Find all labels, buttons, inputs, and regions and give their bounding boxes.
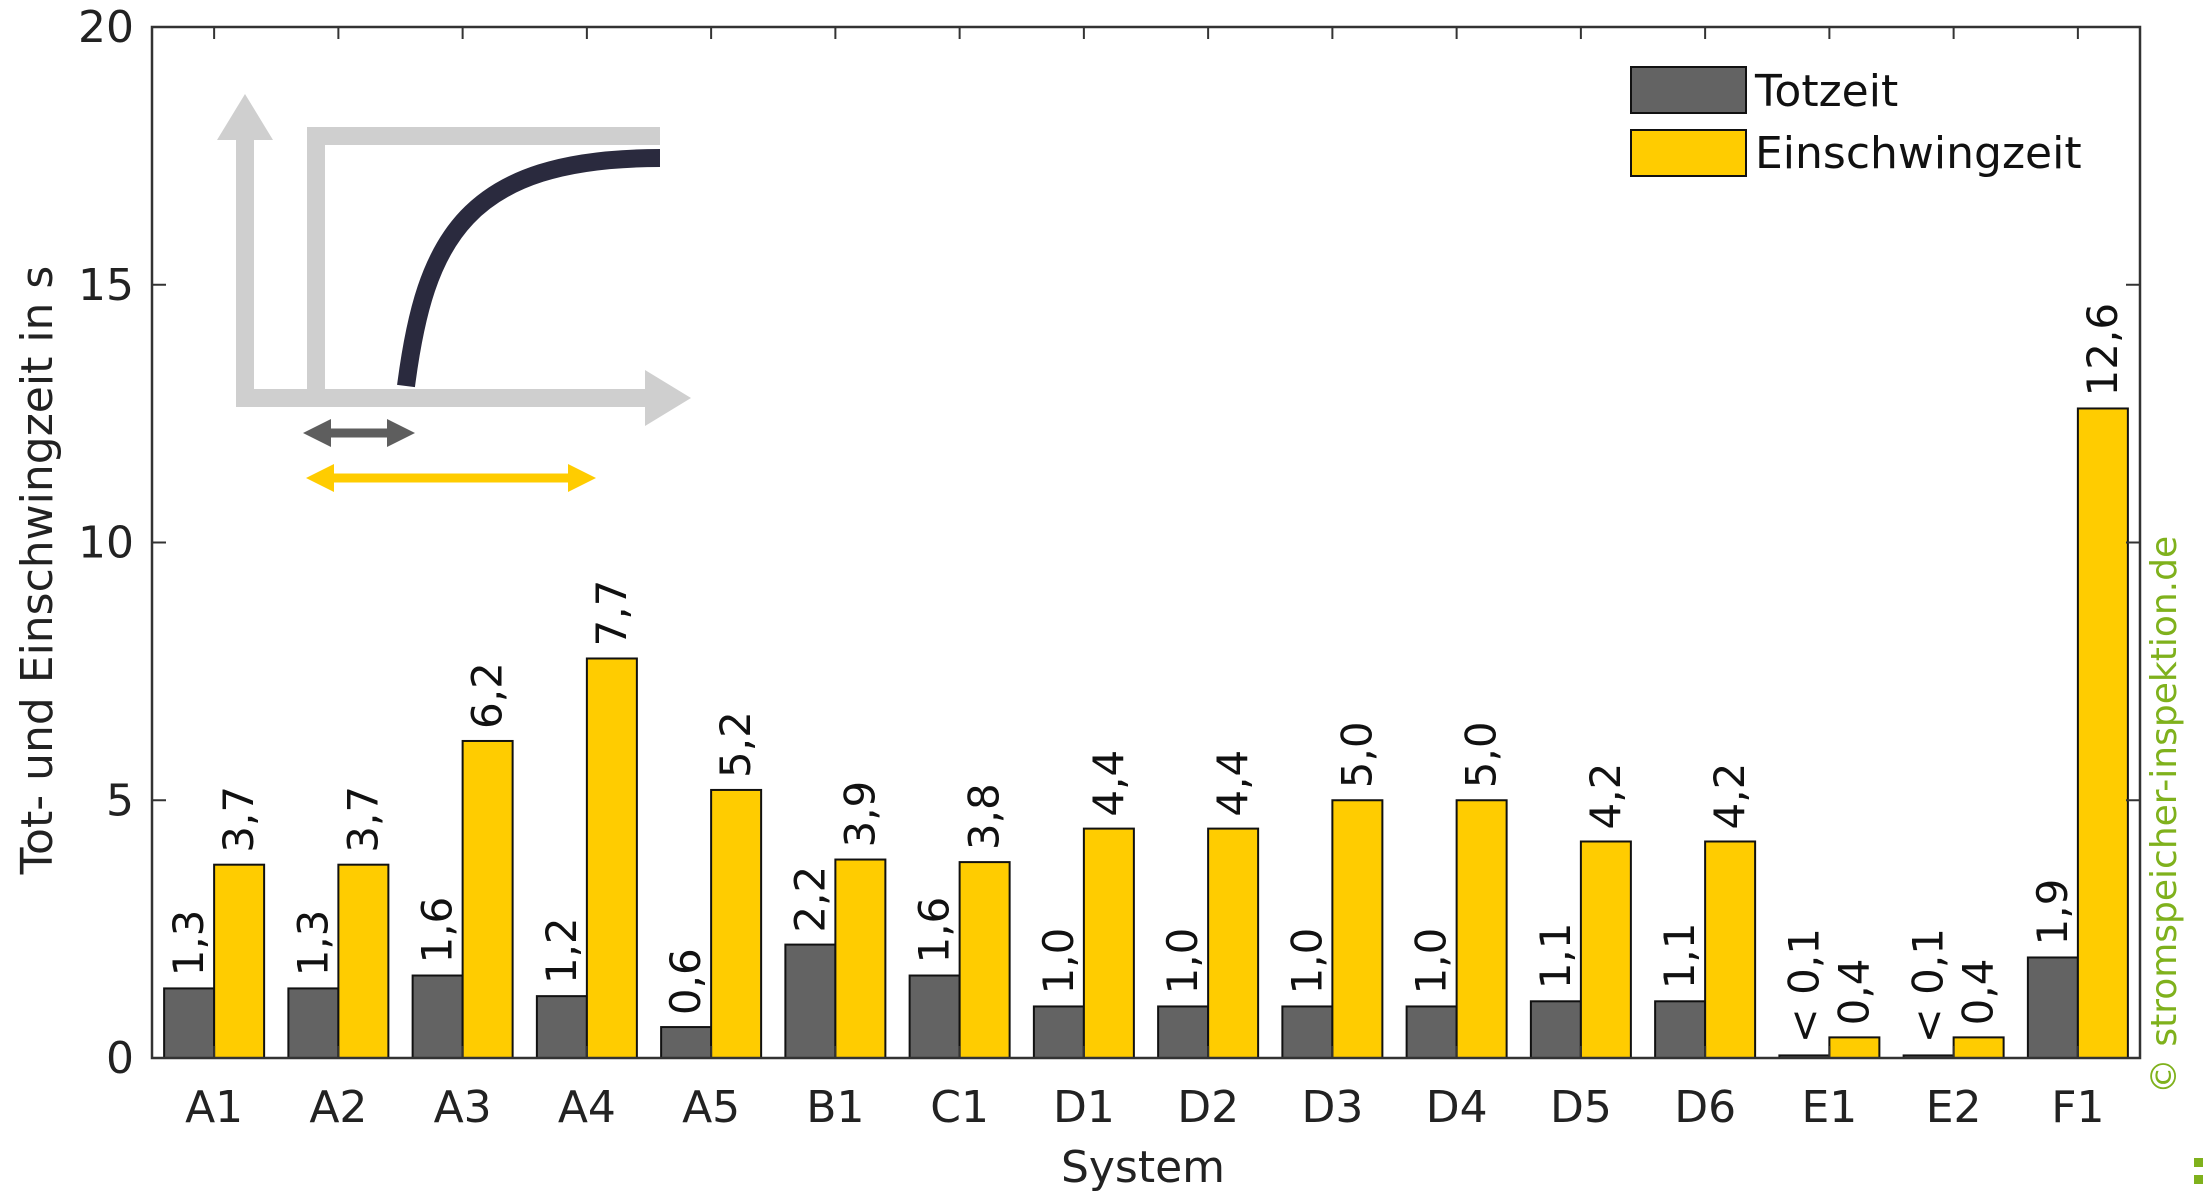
bar-totzeit-d2	[1157, 1005, 1210, 1060]
x-tick-label-d1: D1	[1053, 1082, 1115, 1133]
data-label-einschwingzeit-f1: 12,6	[2078, 303, 2127, 397]
data-label-einschwingzeit-d2: 4,4	[1208, 750, 1257, 817]
bar-totzeit-d4	[1405, 1005, 1458, 1060]
bar-totzeit-a4	[535, 995, 588, 1060]
bar-einschwingzeit-d4	[1455, 799, 1508, 1059]
bar-totzeit-a1	[163, 987, 216, 1059]
data-label-einschwingzeit-d3: 5,0	[1332, 721, 1381, 788]
corner-mark-2	[2194, 1175, 2203, 1184]
legend-swatch-totzeit	[1630, 66, 1747, 114]
data-label-einschwingzeit-a5: 5,2	[711, 711, 760, 778]
bar-einschwingzeit-a5	[710, 788, 763, 1059]
bar-totzeit-a2	[287, 987, 340, 1059]
bar-einschwingzeit-e1	[1828, 1036, 1881, 1060]
data-label-totzeit-d1: 1,0	[1034, 928, 1083, 995]
bar-totzeit-d1	[1032, 1005, 1085, 1060]
legend: Totzeit Einschwingzeit	[1630, 66, 2082, 179]
bar-einschwingzeit-f1	[2076, 407, 2129, 1060]
bar-totzeit-a5	[660, 1026, 713, 1059]
data-label-einschwingzeit-c1: 3,8	[960, 783, 1009, 850]
data-label-totzeit-d4: 1,0	[1407, 928, 1456, 995]
bar-einschwingzeit-b1	[834, 858, 887, 1059]
bar-einschwingzeit-a2	[337, 863, 390, 1059]
x-tick-label-f1: F1	[2051, 1082, 2104, 1133]
data-label-einschwingzeit-d1: 4,4	[1084, 750, 1133, 817]
bar-einschwingzeit-a3	[461, 739, 514, 1060]
bar-einschwingzeit-a1	[213, 863, 266, 1059]
bar-einschwingzeit-d5	[1579, 840, 1632, 1059]
x-tick-label-a3: A3	[434, 1082, 492, 1133]
data-label-totzeit-a5: 0,6	[661, 948, 710, 1015]
x-tick-label-a4: A4	[558, 1082, 616, 1133]
data-label-totzeit-c1: 1,6	[910, 897, 959, 964]
y-tick-label-5: 5	[106, 775, 134, 826]
watermark-text: © stromspeicher-inspektion.de	[2144, 536, 2185, 1094]
data-label-totzeit-d3: 1,0	[1282, 928, 1331, 995]
x-tick-label-c1: C1	[930, 1082, 989, 1133]
bar-einschwingzeit-d1	[1082, 827, 1135, 1059]
x-tick-label-a1: A1	[185, 1082, 243, 1133]
bar-totzeit-c1	[908, 974, 961, 1060]
bars-layer	[163, 407, 2129, 1060]
data-label-einschwingzeit-b1: 3,9	[835, 781, 884, 848]
legend-label-totzeit: Totzeit	[1754, 66, 1898, 117]
y-axis-title: Tot- und Einschwingzeit in s	[12, 266, 63, 876]
data-label-einschwingzeit-d5: 4,2	[1581, 763, 1630, 830]
data-label-einschwingzeit-e1: 0,4	[1829, 959, 1878, 1026]
bar-einschwingzeit-c1	[958, 861, 1011, 1059]
bar-einschwingzeit-e2	[1952, 1036, 2005, 1060]
bar-totzeit-d5	[1529, 1000, 1582, 1059]
data-label-totzeit-d5: 1,1	[1531, 922, 1580, 989]
x-tick-label-d5: D5	[1550, 1082, 1612, 1133]
data-label-totzeit-e1: < 0,1	[1779, 928, 1828, 1043]
data-label-einschwingzeit-d4: 5,0	[1457, 721, 1506, 788]
data-label-einschwingzeit-a2: 3,7	[338, 786, 387, 853]
bar-einschwingzeit-d3	[1331, 799, 1384, 1059]
x-tick-label-e2: E2	[1926, 1082, 1982, 1133]
x-tick-label-a5: A5	[682, 1082, 740, 1133]
x-tick-label-a2: A2	[309, 1082, 367, 1133]
bar-totzeit-a3	[411, 974, 464, 1060]
data-label-einschwingzeit-d6: 4,2	[1705, 763, 1754, 830]
data-label-einschwingzeit-e2: 0,4	[1954, 959, 2003, 1026]
x-tick-label-d2: D2	[1177, 1082, 1239, 1133]
data-label-einschwingzeit-a1: 3,7	[214, 786, 263, 853]
data-label-einschwingzeit-a4: 7,7	[587, 580, 636, 647]
data-label-totzeit-a4: 1,2	[537, 917, 586, 984]
step-response-icon	[217, 94, 691, 492]
data-label-totzeit-f1: 1,9	[2028, 879, 2077, 946]
bar-totzeit-d3	[1281, 1005, 1334, 1060]
bar-totzeit-b1	[784, 943, 837, 1060]
corner-mark	[2194, 1158, 2203, 1167]
bar-einschwingzeit-a4	[585, 657, 638, 1059]
y-tick-label-10: 10	[78, 518, 134, 569]
y-tick-label-15: 15	[78, 260, 134, 311]
bar-totzeit-f1	[2026, 956, 2079, 1059]
data-label-totzeit-a1: 1,3	[164, 910, 213, 977]
x-tick-label-d4: D4	[1426, 1082, 1488, 1133]
bar-labels-layer: 1,33,71,33,71,66,21,27,70,65,22,23,91,63…	[164, 303, 2127, 1043]
x-tick-label-b1: B1	[806, 1082, 864, 1133]
data-label-totzeit-a3: 1,6	[413, 897, 462, 964]
bar-totzeit-d6	[1654, 1000, 1707, 1059]
x-tick-label-d3: D3	[1301, 1082, 1363, 1133]
data-label-totzeit-e2: < 0,1	[1904, 928, 1953, 1043]
data-label-totzeit-d2: 1,0	[1158, 928, 1207, 995]
bar-einschwingzeit-d2	[1207, 827, 1260, 1059]
legend-swatch-einschwingzeit	[1630, 129, 1747, 177]
x-axis-title: System	[1061, 1142, 1225, 1193]
data-label-totzeit-d6: 1,1	[1655, 922, 1704, 989]
x-tick-label-d6: D6	[1674, 1082, 1736, 1133]
y-tick-label-0: 0	[106, 1033, 134, 1084]
bar-einschwingzeit-d6	[1704, 840, 1757, 1059]
data-label-totzeit-a2: 1,3	[288, 910, 337, 977]
y-tick-label-20: 20	[78, 2, 134, 53]
axes-layer: A1 A2 A3 A4 A5 B1 C1 D1 D2 D3 D4 D5 D6 E1 E2 F1 0 5 10 15 20	[78, 2, 2142, 1133]
x-tick-label-e1: E1	[1801, 1082, 1857, 1133]
legend-label-einschwingzeit: Einschwingzeit	[1755, 128, 2082, 179]
data-label-einschwingzeit-a3: 6,2	[463, 662, 512, 729]
data-label-totzeit-b1: 2,2	[785, 866, 834, 933]
plot-frame	[150, 25, 2142, 1060]
